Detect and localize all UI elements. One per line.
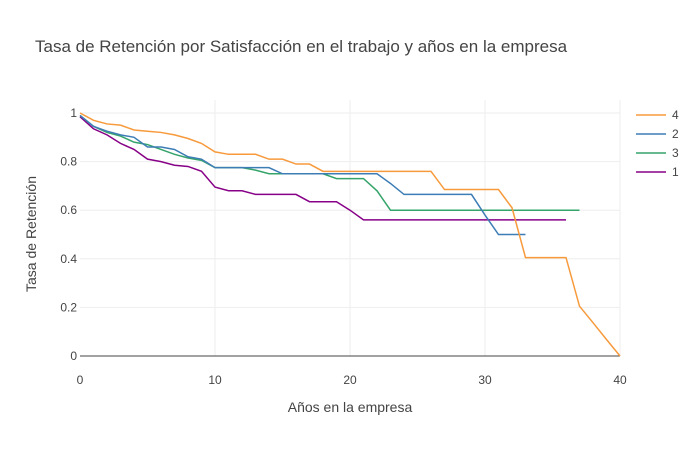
legend-item-2[interactable]: 2 [636,127,679,141]
legend: 4 2 3 1 [636,108,679,179]
axes: 0 10 20 30 40 0 0.2 0.4 0.6 0.8 1 [60,106,627,387]
x-axis-title: Años en la empresa [288,399,413,415]
series-line-2[interactable] [79,114,526,236]
legend-label: 2 [672,127,679,141]
x-tick-label: 20 [343,373,357,387]
legend-label: 4 [672,108,679,122]
legend-item-4[interactable]: 4 [636,108,679,122]
legend-item-3[interactable]: 3 [636,146,679,160]
grid-lines [80,100,621,357]
x-tick-label: 10 [208,373,222,387]
y-tick-label: 1 [70,106,77,120]
x-tick-label: 0 [77,373,84,387]
x-tick-label: 30 [478,373,492,387]
legend-label: 3 [672,146,679,160]
series-line-1[interactable] [79,116,566,221]
x-tick-label: 40 [613,373,627,387]
legend-item-1[interactable]: 1 [636,165,679,179]
y-axis-title: Tasa de Retención [23,176,39,292]
chart-title: Tasa de Retención por Satisfacción en el… [35,37,568,56]
y-tick-label: 0.4 [60,252,77,266]
y-tick-label: 0.8 [60,155,77,169]
series-line-3[interactable] [79,114,580,211]
series-line-4[interactable] [79,112,621,357]
legend-label: 1 [672,165,679,179]
y-tick-label: 0.2 [60,300,77,314]
y-tick-label: 0 [70,349,77,363]
y-tick-label: 0.6 [60,203,77,217]
series-lines [79,112,621,357]
